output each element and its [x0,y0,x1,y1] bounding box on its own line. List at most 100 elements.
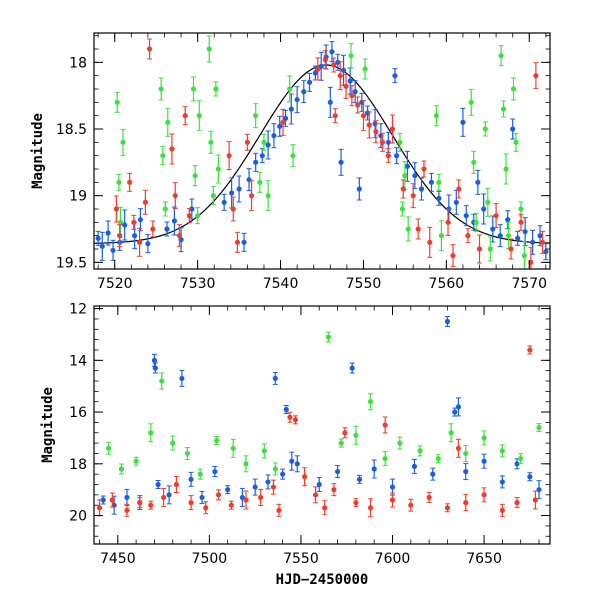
top-data-point [362,66,368,72]
top-data-point [282,115,289,121]
bottom-axes: 7450 7500 7550 7600 7650 12 14 16 18 20 [69,302,550,567]
top-data-point [146,46,153,52]
top-data-point [145,241,151,247]
top-data-point [171,218,178,224]
top-data-point [392,73,398,79]
top-data-point [213,86,219,92]
bottom-data-point [397,440,403,446]
top-data-point [473,219,479,225]
bottom-data-point [334,468,341,475]
top-data-point [456,186,462,192]
top-y-tick-label: 18.5 [56,122,87,138]
bottom-data-point [325,334,332,340]
top-data-point [497,233,503,239]
top-data-point [221,199,227,205]
bottom-data-point [212,468,218,475]
bottom-data-point [463,500,469,506]
top-data-point [500,106,507,112]
top-data-point [427,239,433,245]
top-data-point [327,99,333,105]
top-data-point [331,62,337,68]
top-data-point [394,153,400,159]
bottom-data-point [294,461,300,467]
top-data-point [215,166,221,172]
top-data-point [241,239,247,245]
bottom-series-0 [100,316,542,515]
bottom-data-point [463,468,469,475]
top-data-point [537,233,543,239]
top-axes: 7520 7530 7540 7550 7560 7570 18 18.5 19 19.5 [56,33,550,292]
top-data-point [539,239,546,245]
bottom-y-tick-label: 12 [69,302,87,318]
bottom-data-point [133,458,139,464]
bottom-data-point [109,497,115,503]
top-data-point [482,126,488,132]
top-data-point [521,253,527,259]
bottom-data-point [527,347,533,353]
top-x-tick-label: 7550 [346,276,382,292]
bottom-data-point [455,445,462,451]
bottom-x-tick-label: 7550 [283,551,319,567]
bottom-data-point [426,494,432,501]
top-data-point [445,219,451,225]
bottom-data-point [316,481,322,488]
bottom-data-point [96,505,103,511]
top-data-point [165,119,171,125]
bottom-data-point [160,494,167,501]
bottom-y-tick-label: 18 [69,457,87,473]
top-data-point [515,235,521,241]
top-data-point [529,239,536,245]
top-data-point [210,193,216,199]
bottom-data-point [536,424,542,431]
bottom-x-tick-label: 7450 [100,551,136,567]
top-data-point [186,213,192,219]
top-data-point [453,199,459,205]
top-data-point [322,57,328,63]
top-data-point [248,193,255,199]
top-data-point [301,89,307,95]
bottom-x-axis-title: HJD−2450000 [276,572,369,588]
bottom-data-point [481,435,487,441]
top-data-point [505,217,511,223]
bottom-y-tick-label: 16 [69,405,87,421]
top-data-point [120,139,126,145]
top-data-point [476,246,483,252]
bottom-data-point [225,487,231,493]
top-data-point [428,179,435,185]
top-data-point [99,243,105,249]
bottom-data-point [514,461,520,467]
top-data-point [471,159,477,165]
bottom-data-point [170,440,176,446]
top-data-point [277,123,283,129]
top-data-point [433,113,440,119]
top-data-point [117,233,123,239]
top-data-point [230,206,236,212]
top-data-point [162,206,168,212]
top-data-point [164,226,170,232]
bottom-y-tick-label: 14 [69,353,87,369]
bottom-y-axis-title: Magnitude [40,387,56,463]
bottom-data-point [452,409,458,415]
top-data-point [332,113,338,119]
top-data-point [379,139,386,145]
top-data-point [257,179,263,185]
bottom-data-point [481,492,487,498]
top-data-point [421,166,427,172]
bottom-data-point [371,466,377,472]
bottom-data-point [518,456,524,462]
top-data-point [348,53,354,59]
top-plot-frame [93,32,551,270]
top-data-point [415,226,421,232]
top-data-point [176,233,182,239]
bottom-data-point [159,378,165,384]
bottom-data-point [188,500,194,506]
top-data-point [399,206,406,212]
top-x-tick-label: 7560 [429,276,465,292]
bottom-data-point [214,437,220,444]
bottom-data-point [527,474,533,480]
top-data-point [208,139,214,145]
top-data-point [438,233,444,239]
top-data-point [349,93,355,99]
top-data-point [510,86,517,92]
